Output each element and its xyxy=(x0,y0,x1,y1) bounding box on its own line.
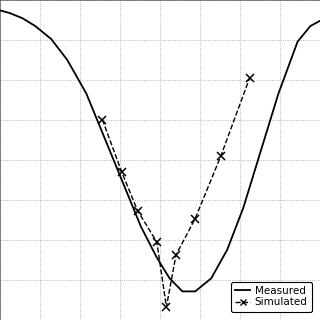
Legend: Measured, Simulated: Measured, Simulated xyxy=(231,282,312,312)
